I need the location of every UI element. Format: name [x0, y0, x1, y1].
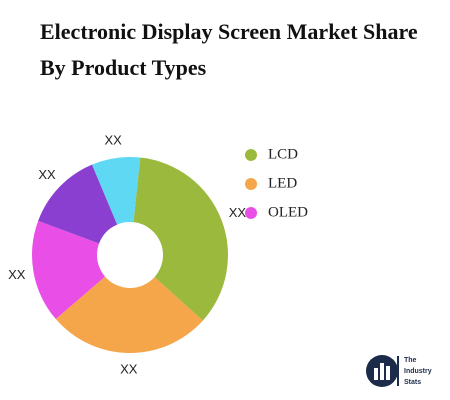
value-label: XX	[120, 361, 138, 376]
donut-slice	[92, 157, 141, 225]
legend-marker	[245, 178, 257, 190]
value-label: XX	[38, 167, 56, 182]
legend-marker	[245, 207, 257, 219]
donut-slice	[38, 164, 118, 244]
legend-label: LED	[268, 175, 297, 191]
legend-marker	[245, 149, 257, 161]
donut-slice	[32, 220, 106, 320]
donut-slice	[55, 276, 203, 353]
logo-text: The	[404, 357, 417, 364]
legend-label: OLED	[268, 204, 308, 220]
logo-icon	[366, 355, 399, 387]
value-label: XX	[105, 133, 123, 148]
value-label: XX	[229, 205, 247, 220]
logo-text: Stats	[404, 379, 421, 386]
donut-slice	[133, 157, 229, 321]
legend-label: LCD	[268, 146, 298, 162]
logo-text: Industry	[404, 368, 432, 375]
chart-title: Electronic Display Screen Market Share B…	[40, 19, 418, 80]
value-label: XX	[8, 267, 26, 282]
